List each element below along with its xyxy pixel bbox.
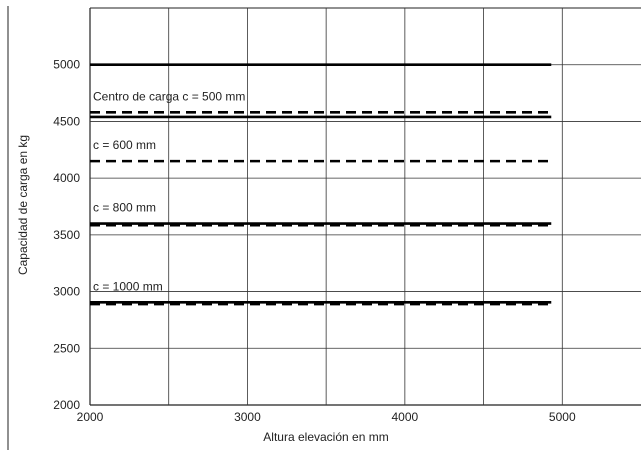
grid xyxy=(7,6,641,450)
x-tick-label: 5000 xyxy=(549,410,576,424)
y-tick-label: 3000 xyxy=(53,285,80,299)
series-label: c = 600 mm xyxy=(93,138,156,152)
x-tick-label: 2000 xyxy=(77,410,104,424)
y-tick-label: 4000 xyxy=(53,171,80,185)
y-tick-label: 2500 xyxy=(53,341,80,355)
series-label: c = 800 mm xyxy=(93,201,156,215)
y-tick-label: 4500 xyxy=(53,114,80,128)
x-tick-label: 4000 xyxy=(392,410,419,424)
series-labels: Centro de carga c = 500 mm c = 600 mm c = … xyxy=(93,89,245,293)
y-tick-label: 3500 xyxy=(53,228,80,242)
y-tick-label: 2000 xyxy=(53,398,80,412)
series-label: Centro de carga c = 500 mm xyxy=(93,89,245,103)
series-label: c = 1000 mm xyxy=(93,279,163,293)
x-axis-label: Altura elevación en mm xyxy=(263,430,388,444)
y-tick-label: 5000 xyxy=(53,58,80,72)
y-axis-label: Capacidad de carga en kg xyxy=(16,135,30,275)
series-lines xyxy=(90,63,552,306)
x-tick-label: 3000 xyxy=(234,410,261,424)
tick-labels: 2000 3000 4000 5000 2000 2500 3000 3500 4000 4500… xyxy=(53,58,576,424)
